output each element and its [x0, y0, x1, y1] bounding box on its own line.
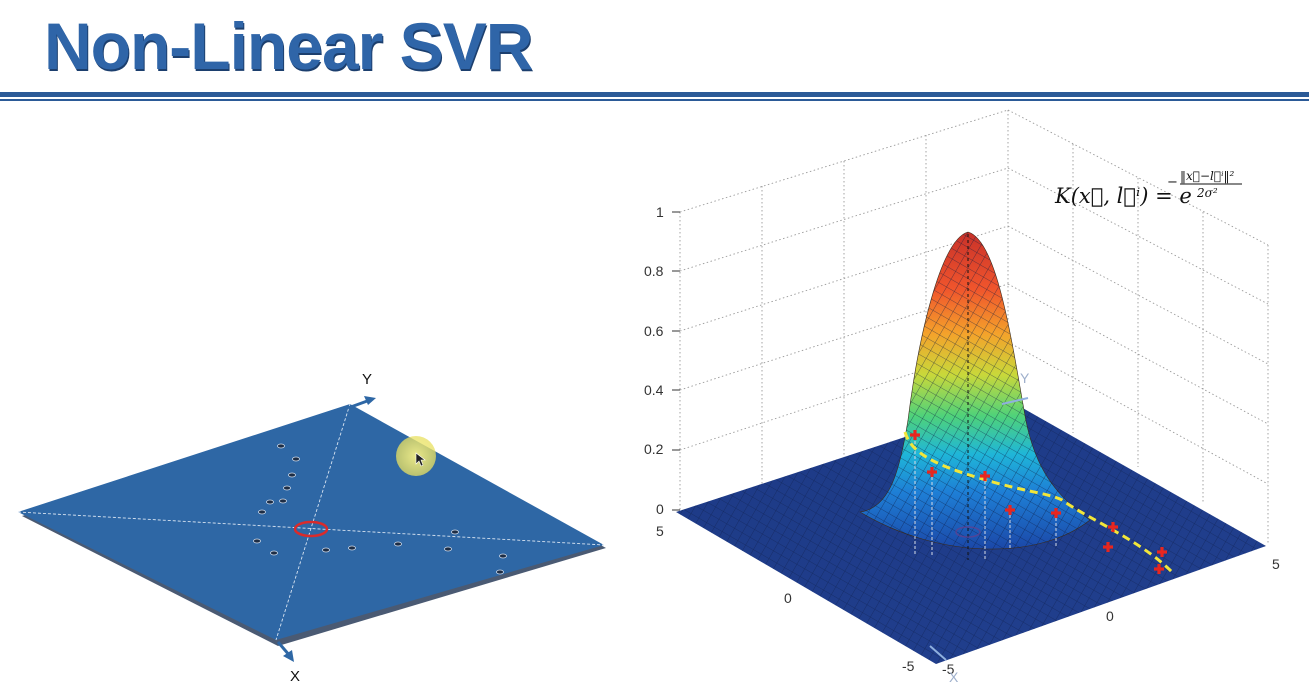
- mouse-cursor-icon: [415, 452, 426, 467]
- point-drop-lines: [914, 436, 1057, 560]
- landmark-highlight: [293, 520, 329, 538]
- plane-point: [444, 546, 452, 552]
- y-tick-neg5: -5: [942, 661, 955, 677]
- x-tick-neg5: -5: [902, 658, 915, 674]
- z-tick-0-6: 0.6: [644, 323, 664, 339]
- data-points: [910, 430, 1167, 574]
- plane-point: [266, 499, 274, 505]
- y-axis-arrowhead: [364, 396, 376, 405]
- plane-point: [394, 541, 402, 547]
- right-y-arrow: [1001, 397, 1029, 405]
- right-x-arrow: [929, 645, 947, 661]
- z-tick-0-2: 0.2: [644, 441, 664, 457]
- data-point: [980, 471, 990, 481]
- title-rule: [0, 92, 1309, 97]
- z-tick-0: 0: [656, 501, 664, 517]
- formula-lhs: K(x⃗, l⃗ⁱ) = e: [1054, 184, 1192, 208]
- left-x-label: X: [290, 668, 300, 685]
- plane-point: [253, 538, 261, 544]
- x-tick-0: 0: [784, 590, 792, 606]
- gaussian-bell-mesh: [860, 232, 1090, 550]
- plane-point: [277, 443, 285, 449]
- y-tick-0: 0: [1106, 608, 1114, 624]
- y-axis-arrow: [347, 398, 371, 410]
- landmark-marker: [955, 526, 981, 538]
- data-point: [1154, 564, 1164, 574]
- left-y-label: Y: [362, 371, 372, 388]
- plane-point: [499, 553, 507, 559]
- plane-point: [292, 456, 300, 462]
- formula-exp-minus: −: [1167, 175, 1178, 190]
- svr-curve: [903, 431, 1174, 574]
- plane-point: [283, 485, 291, 491]
- plane-point: [279, 498, 287, 504]
- plane-point: [270, 550, 278, 556]
- right-x-label: X: [949, 669, 959, 685]
- x-tick-5: 5: [656, 523, 664, 539]
- data-point: [1051, 508, 1061, 518]
- gaussian-surface-plot: 1 0.8 0.6 0.4 0.2 0 5 0 -5 -5 0 5 Y X: [644, 109, 1280, 685]
- formula-exp-denominator: 2σ²: [1196, 186, 1218, 200]
- plot-box-grid: [679, 109, 1269, 545]
- kernel-formula: K(x⃗, l⃗ⁱ) = e − ‖x⃗−l⃗ⁱ‖² 2σ²: [1054, 169, 1242, 208]
- z-tick-1: 1: [656, 204, 664, 220]
- data-point: [1157, 547, 1167, 557]
- left-plane-figure: Y X: [17, 371, 606, 685]
- z-tick-0-4: 0.4: [644, 382, 664, 398]
- plane-point: [348, 545, 356, 551]
- z-tick-0-8: 0.8: [644, 263, 664, 279]
- y-tick-5: 5: [1272, 556, 1280, 572]
- data-point: [1108, 522, 1118, 532]
- plane-diagonal-y: [275, 403, 351, 641]
- data-point: [927, 467, 937, 477]
- plane-diagonal-x: [17, 511, 605, 546]
- plane-point: [451, 529, 459, 535]
- plane-point: [322, 547, 330, 553]
- plane-point: [258, 509, 266, 515]
- plane-point: [288, 472, 296, 478]
- data-point: [1005, 505, 1015, 515]
- slide-title: Non-Linear SVR: [44, 9, 533, 83]
- plane-points: [253, 443, 507, 575]
- formula-exp-numerator: ‖x⃗−l⃗ⁱ‖²: [1180, 169, 1234, 183]
- title-rule-thin: [0, 99, 1309, 101]
- right-y-label: Y: [1020, 370, 1030, 386]
- data-point: [1103, 542, 1113, 552]
- x-axis-arrowhead: [283, 650, 294, 662]
- z-axis: [672, 211, 680, 511]
- plane-point: [496, 569, 504, 575]
- data-point: [910, 430, 920, 440]
